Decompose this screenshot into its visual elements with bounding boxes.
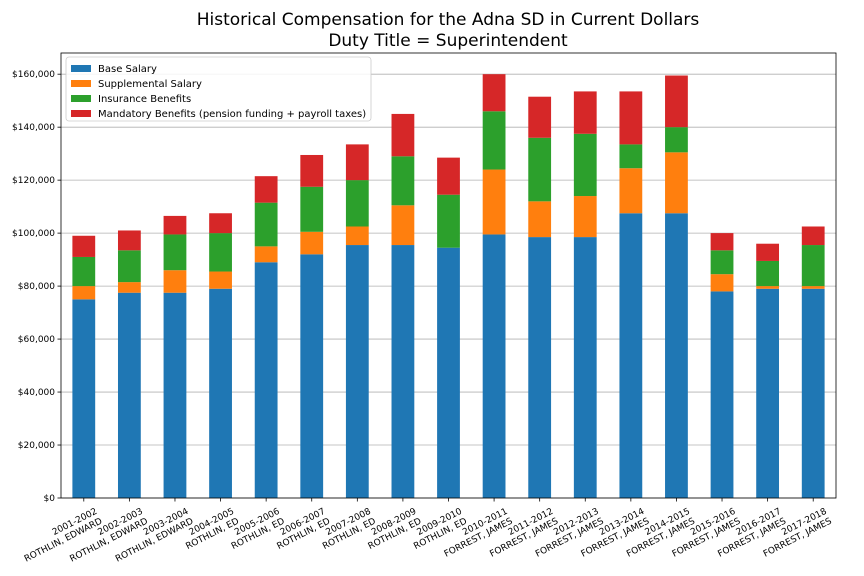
bar-segment-2 [710, 274, 734, 292]
bar-segment-3 [482, 111, 506, 170]
bar-segment-2 [573, 196, 597, 238]
bar-segment-3 [710, 250, 734, 275]
bar-segment-1 [345, 245, 369, 498]
x-tick-label: 2001-2002ROTHLIN, EDWARD [18, 507, 104, 565]
bar-segment-3 [573, 133, 597, 197]
bar-segment-1 [72, 299, 96, 498]
bar-segment-2 [756, 286, 780, 289]
chart-title: Historical Compensation for the Adna SD … [197, 10, 700, 30]
bar-segment-4 [756, 243, 780, 261]
x-axis: 2001-2002ROTHLIN, EDWARD2002-2003ROTHLIN… [18, 498, 834, 565]
bar-segment-4 [619, 91, 643, 145]
bar-segment-3 [254, 202, 278, 247]
bar-segment-3 [801, 245, 825, 287]
bar-segment-4 [254, 176, 278, 203]
bar-segment-1 [619, 213, 643, 498]
bar-segment-4 [710, 233, 734, 251]
bar-segment-4 [72, 235, 96, 257]
bar-segment-2 [528, 201, 552, 238]
bar-segment-1 [665, 213, 688, 498]
bar-segment-3 [437, 194, 460, 248]
bars [72, 74, 825, 498]
legend-label: Supplemental Salary [98, 79, 202, 90]
bar-segment-4 [209, 213, 232, 234]
legend-swatch [71, 110, 91, 117]
legend-swatch [71, 80, 91, 87]
bar-segment-3 [391, 156, 415, 206]
bar-segment-2 [665, 152, 688, 214]
bar-segment-3 [345, 180, 369, 227]
bar-segment-1 [710, 291, 734, 498]
bar-segment-1 [300, 254, 324, 498]
legend-label: Base Salary [98, 64, 157, 75]
bar-segment-1 [391, 245, 415, 498]
bar-segment-4 [437, 157, 460, 195]
bar-segment-2 [300, 231, 324, 255]
bar-segment-2 [72, 286, 96, 300]
y-tick-label: $20,000 [18, 441, 55, 451]
bar-segment-2 [619, 168, 643, 214]
y-tick-label: $0 [44, 494, 56, 504]
bar-segment-4 [482, 74, 506, 112]
bar-segment-3 [528, 137, 552, 202]
bar-segment-3 [163, 234, 187, 271]
y-axis: $0 $20,000 $40,000 $60,000 $80,000 $100,000 $1… [12, 70, 61, 504]
bar-segment-1 [254, 262, 278, 498]
bar-segment-4 [391, 113, 415, 157]
bar-segment-3 [756, 260, 780, 287]
bar-segment-2 [209, 271, 232, 289]
y-tick-label: $160,000 [12, 70, 55, 80]
bar-segment-1 [756, 288, 780, 498]
bar-segment-4 [801, 226, 825, 246]
y-tick-label: $120,000 [12, 176, 55, 186]
bar-segment-4 [300, 154, 324, 187]
bar-segment-2 [391, 205, 415, 246]
bar-segment-4 [345, 144, 369, 181]
chart-subtitle: Duty Title = Superintendent [328, 31, 568, 51]
legend-swatch [71, 95, 91, 102]
bar-segment-3 [665, 127, 688, 153]
bar-segment-3 [209, 233, 232, 272]
y-tick-label: $80,000 [18, 282, 55, 292]
legend-label: Insurance Benefits [98, 94, 191, 105]
y-tick-label: $100,000 [12, 229, 55, 239]
bar-segment-2 [163, 270, 187, 293]
legend-label: Mandatory Benefits (pension funding + pa… [98, 109, 366, 120]
bar-segment-4 [117, 230, 141, 251]
bar-segment-1 [482, 234, 506, 498]
bar-segment-1 [573, 237, 597, 498]
bar-segment-1 [117, 292, 141, 498]
bar-segment-1 [801, 288, 825, 498]
bar-segment-2 [345, 226, 369, 246]
bar-segment-3 [300, 186, 324, 232]
legend: Base Salary Supplemental Salary Insurance … [65, 56, 372, 122]
bar-segment-4 [528, 96, 552, 138]
bar-segment-1 [209, 288, 232, 498]
y-tick-label: $60,000 [18, 335, 55, 345]
bar-segment-3 [117, 250, 141, 283]
bar-segment-1 [163, 292, 187, 498]
bar-segment-3 [619, 144, 643, 169]
bar-segment-4 [573, 91, 597, 134]
y-tick-label: $40,000 [18, 388, 55, 398]
bar-segment-4 [163, 215, 187, 235]
bar-segment-3 [72, 256, 96, 287]
bar-segment-1 [528, 237, 552, 498]
bar-segment-4 [665, 75, 688, 128]
bar-segment-1 [437, 247, 460, 498]
legend-box [65, 56, 372, 122]
y-tick-label: $140,000 [12, 123, 55, 133]
bar-segment-2 [254, 246, 278, 263]
bar-segment-2 [482, 169, 506, 235]
bar-segment-2 [117, 282, 141, 293]
bar-segment-2 [801, 286, 825, 289]
legend-swatch [71, 65, 91, 72]
